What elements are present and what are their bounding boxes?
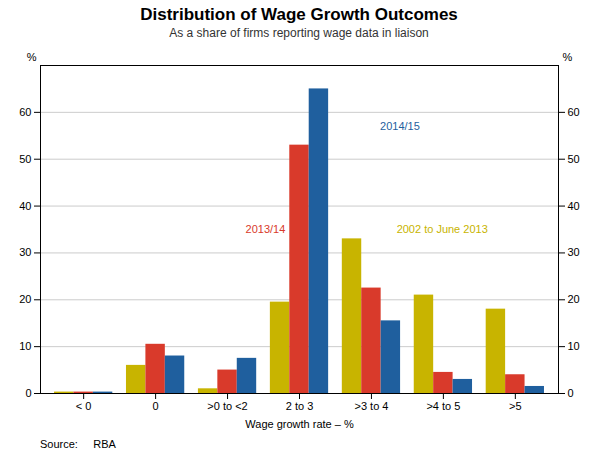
svg-text:Wage growth rate – %: Wage growth rate – % bbox=[245, 418, 354, 430]
svg-text:2013/14: 2013/14 bbox=[246, 223, 286, 235]
svg-text:40: 40 bbox=[19, 200, 31, 212]
svg-text:>4 to 5: >4 to 5 bbox=[426, 400, 460, 412]
svg-text:30: 30 bbox=[19, 246, 31, 258]
svg-text:>3 to 4: >3 to 4 bbox=[354, 400, 388, 412]
html-text:As a share of firms reporting: As a share of firms reporting wage data … bbox=[169, 26, 429, 40]
svg-text:2002 to June 2013: 2002 to June 2013 bbox=[397, 223, 488, 235]
svg-text:%: % bbox=[27, 51, 37, 63]
svg-text:>5: >5 bbox=[509, 400, 522, 412]
html-text:Distribution of Wage Growth Ou: Distribution of Wage Growth Outcomes bbox=[140, 5, 458, 24]
svg-text:60: 60 bbox=[19, 106, 31, 118]
svg-text:%: % bbox=[563, 51, 573, 63]
svg-text:30: 30 bbox=[568, 246, 580, 258]
svg-text:10: 10 bbox=[568, 340, 580, 352]
svg-text:60: 60 bbox=[568, 106, 580, 118]
svg-text:10: 10 bbox=[19, 340, 31, 352]
svg-text:0: 0 bbox=[25, 387, 31, 399]
svg-text:20: 20 bbox=[19, 293, 31, 305]
html-text:Source: RBA: Source: RBA bbox=[40, 438, 116, 450]
svg-text:20: 20 bbox=[568, 293, 580, 305]
svg-text:2014/15: 2014/15 bbox=[380, 120, 420, 132]
svg-text:< 0: < 0 bbox=[76, 400, 92, 412]
svg-text:0: 0 bbox=[568, 387, 574, 399]
svg-text:50: 50 bbox=[19, 153, 31, 165]
svg-text:2 to 3: 2 to 3 bbox=[286, 400, 314, 412]
svg-text:0: 0 bbox=[153, 400, 159, 412]
svg-text:50: 50 bbox=[568, 153, 580, 165]
svg-text:40: 40 bbox=[568, 200, 580, 212]
svg-text:>0 to <2: >0 to <2 bbox=[207, 400, 247, 412]
